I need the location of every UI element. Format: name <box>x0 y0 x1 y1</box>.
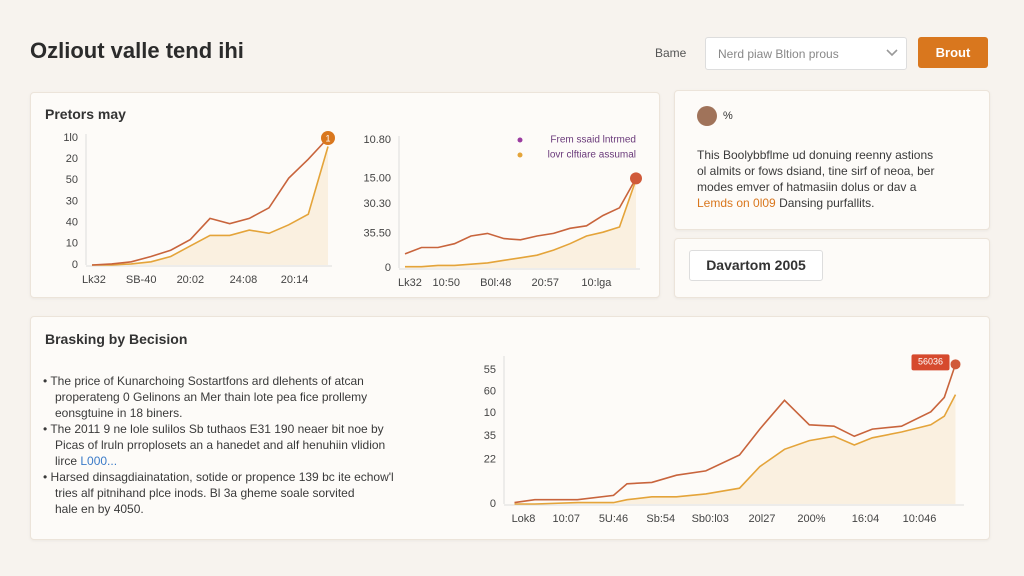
note-tail: Dansing purfallits. <box>779 196 875 210</box>
line <box>514 394 957 505</box>
panel-title: Pretors may <box>45 106 126 122</box>
y-tick-label: 35.50 <box>363 227 391 239</box>
y-tick-label: 35 <box>484 430 496 442</box>
legend-marker <box>517 152 523 158</box>
x-tick-label: Lok8 <box>512 513 536 525</box>
button[interactable]: Brout <box>918 37 988 68</box>
end-marker <box>950 359 961 370</box>
area <box>405 179 636 268</box>
chevron <box>886 49 898 57</box>
panel-title: Brasking by Becision <box>45 331 188 347</box>
y-tick-label: 0 <box>385 262 391 274</box>
x-tick-label: 20:02 <box>177 274 205 286</box>
select-value: Nerd piaw Bltion prous <box>718 47 839 61</box>
note-text: This Boolybbflme ud donuing reenny astio… <box>697 147 934 211</box>
y-tick-label: 10 <box>484 407 496 419</box>
bullet: • The price of Kunarchoing Sostartfons a… <box>43 373 394 421</box>
bullet-line: hale en by 4050. <box>55 502 144 516</box>
bullet-link[interactable]: L000... <box>80 454 118 468</box>
x-tick-label: 10:lga <box>581 277 612 289</box>
badge-panel: Davartom 2005 <box>674 238 990 298</box>
y-tick-label: 50 <box>66 174 78 186</box>
legend-label: Frem ssaid lntrmed <box>550 135 636 146</box>
y-tick-label: 10.80 <box>363 134 391 146</box>
x-tick-label: 20:14 <box>281 274 309 286</box>
bullet-line: properateng 0 Gelinons an Mer thain lote… <box>55 390 368 404</box>
x-tick-label: 10:046 <box>903 513 937 525</box>
select[interactable]: Nerd piaw Bltion prous <box>705 37 907 70</box>
y-tick-label: 0 <box>490 498 496 510</box>
note-link[interactable]: Lemds on 0l09 <box>697 196 776 210</box>
y-tick-label: 22 <box>484 453 496 465</box>
bullet-list: • The price of Kunarchoing Sostartfons a… <box>43 373 394 517</box>
note-line: modes emver of hatmasiin dolus or dav a <box>697 180 917 194</box>
y-tick-label: 55 <box>484 364 496 376</box>
bullet-text: The 2011 9 ne lole sulilos Sb tuthaos E3… <box>50 422 384 436</box>
bullet-text: Harsed dinsagdiainatation, sotide or pro… <box>50 470 394 484</box>
y-tick-label: 1l0 <box>63 132 78 144</box>
line <box>405 179 637 268</box>
filter-label: Bame <box>655 46 687 60</box>
y-tick-label: 60 <box>484 386 496 398</box>
x-tick-label: 200% <box>797 513 825 525</box>
x-tick-label: B0l:48 <box>480 277 511 289</box>
avatar <box>697 106 717 126</box>
page-title: Ozliout valle tend ihi <box>30 38 244 63</box>
bullet: • Harsed dinsagdiainatation, sotide or p… <box>43 469 394 517</box>
end-tag <box>911 354 950 371</box>
legend-label: lovr clftiare assumal <box>548 150 636 161</box>
bullet-line: Picas of lruln prroplosets an a hanedet … <box>55 438 386 452</box>
x-tick-label: 10:07 <box>552 513 580 525</box>
y-tick-label: 30 <box>66 195 78 207</box>
legend-marker <box>517 137 523 143</box>
bullet-line: lirce L000... <box>43 453 394 469</box>
end-marker <box>321 131 335 145</box>
y-tick-label: 10 <box>66 238 78 250</box>
x-tick-label: 20:57 <box>531 277 559 289</box>
x-tick-label: Sb0:l03 <box>692 513 729 525</box>
y-tick-label: 30.30 <box>363 198 391 210</box>
line <box>514 364 957 504</box>
badge: Davartom 2005 <box>689 250 823 281</box>
note-panel: % This Boolybbflme ud donuing reenny ast… <box>674 90 990 230</box>
bullet-line: • The price of Kunarchoing Sostartfons a… <box>43 374 364 388</box>
note-line: Lemds on 0l09 Dansing purfallits. <box>697 195 934 211</box>
trend-panel: Pretors may <box>30 92 660 298</box>
y-tick-label: 15.00 <box>363 172 391 184</box>
y-tick-label: 0 <box>72 259 78 271</box>
end-marker <box>630 172 642 185</box>
x-tick-label: 16:04 <box>852 513 880 525</box>
end-badge: 1 <box>325 133 330 143</box>
bullet-text: The price of Kunarchoing Sostartfons ard… <box>50 374 364 388</box>
bullet-line: tries alf pitnihand plce inods. Bl 3a gh… <box>55 486 355 500</box>
line <box>91 137 329 266</box>
y-tick-label: 40 <box>66 217 78 229</box>
bullet: • The 2011 9 ne lole sulilos Sb tuthaos … <box>43 421 394 469</box>
breakdown-panel: Brasking by Becision • The price of Kuna… <box>30 316 990 540</box>
y-tick-label: 20 <box>66 153 78 165</box>
x-tick-label: Lk32 <box>82 274 106 286</box>
note-line: This Boolybbflme ud donuing reenny astio… <box>697 148 934 162</box>
area <box>514 394 956 504</box>
x-tick-label: 10:50 <box>432 277 460 289</box>
bullet-line: • Harsed dinsagdiainatation, sotide or p… <box>43 470 394 484</box>
end-badge: 56036 <box>918 357 943 367</box>
bullet-line: eonsgtuine in 18 biners. <box>55 406 183 420</box>
note-line: ol almits or fows dsiand, tine sirf of n… <box>697 164 935 178</box>
x-tick-label: Sb:54 <box>646 513 675 525</box>
bullet-text: lirce <box>55 454 78 468</box>
x-tick-label: 20l27 <box>749 513 776 525</box>
avatar-text: % <box>723 110 733 122</box>
line <box>404 178 637 255</box>
x-tick-label: 24:08 <box>230 274 258 286</box>
area <box>92 146 328 265</box>
line <box>92 146 329 266</box>
x-tick-label: SB-40 <box>126 274 157 286</box>
bullet-line: • The 2011 9 ne lole sulilos Sb tuthaos … <box>43 422 384 436</box>
x-tick-label: Lk32 <box>398 277 422 289</box>
x-tick-label: 5U:46 <box>599 513 628 525</box>
